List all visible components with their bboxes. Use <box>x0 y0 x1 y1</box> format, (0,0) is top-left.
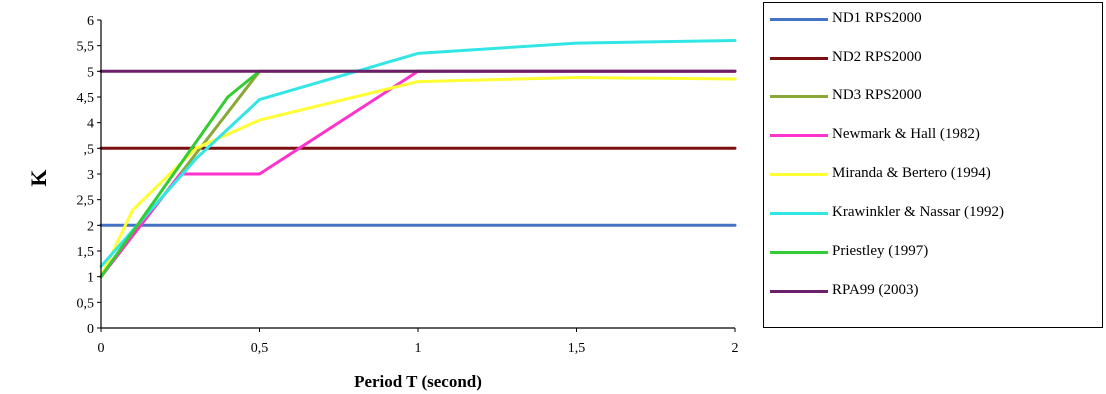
legend-swatch <box>770 95 828 98</box>
legend-label: Miranda & Bertero (1994) <box>832 165 991 181</box>
line-chart: 0 0,5 1 1,5 2 2,5 3 ,5 4 4,5 5 5,5 6 0 0,5 1 1,5 2 Period… <box>26 14 739 391</box>
x-axis-title: Period T (second) <box>354 372 482 391</box>
legend-label: RPA99 (2003) <box>832 282 919 298</box>
legend-item: Newmark & Hall (1982) <box>770 126 1100 143</box>
y-tick-label: 3 <box>87 168 94 183</box>
y-tick-label: 6 <box>87 14 94 29</box>
legend-label: Priestley (1997) <box>832 243 929 259</box>
y-tick-label: 1 <box>87 271 94 286</box>
y-tick-label: 0 <box>87 322 94 337</box>
legend-label: ND1 RPS2000 <box>832 10 922 26</box>
x-tick-label: 1,5 <box>568 341 586 356</box>
series-line-7 <box>99 69 261 279</box>
y-tick-label: 0,5 <box>77 296 95 311</box>
legend-item: ND1 RPS2000 <box>770 10 1100 27</box>
legend-label: Newmark & Hall (1982) <box>832 126 980 142</box>
series-line-4 <box>99 69 737 279</box>
legend-label: ND3 RPS2000 <box>832 87 922 103</box>
legend-item: Miranda & Bertero (1994) <box>770 165 1100 182</box>
legend-item: Priestley (1997) <box>770 243 1100 260</box>
y-tick-label: 5,5 <box>77 40 95 55</box>
legend-item: RPA99 (2003) <box>770 282 1100 299</box>
series-line-5 <box>99 76 737 279</box>
y-tick-label: 4 <box>87 117 94 132</box>
y-tick-label: ,5 <box>84 142 95 157</box>
series-layer <box>99 39 737 279</box>
legend-item: ND3 RPS2000 <box>770 87 1100 104</box>
legend-swatch <box>770 134 828 137</box>
series-line-6 <box>99 39 737 268</box>
legend-swatch <box>770 251 828 254</box>
y-tick-label: 2,5 <box>77 194 95 209</box>
legend: ND1 RPS2000 ND2 RPS2000 ND3 RPS2000 Newmark… <box>763 2 1103 328</box>
x-tick-label: 0,5 <box>251 341 269 356</box>
legend-swatch <box>770 290 828 293</box>
legend-swatch <box>770 18 828 21</box>
legend-swatch <box>770 212 828 215</box>
x-tick-label: 2 <box>732 341 739 356</box>
y-tick-label: 4,5 <box>77 91 95 106</box>
y-tick-label: 2 <box>87 219 94 234</box>
ticks-layer: 0 0,5 1 1,5 2 2,5 3 ,5 4 4,5 5 5,5 6 0 0,5 1 1,5 2 <box>77 14 739 356</box>
legend-swatch <box>770 173 828 176</box>
legend-item: Krawinkler & Nassar (1992) <box>770 204 1100 221</box>
y-tick-label: 1,5 <box>77 245 95 260</box>
x-tick-label: 1 <box>415 341 422 356</box>
legend-label: ND2 RPS2000 <box>832 49 922 65</box>
y-axis-title: K <box>26 169 51 186</box>
x-tick-label: 0 <box>98 341 105 356</box>
legend-item: ND2 RPS2000 <box>770 49 1100 66</box>
y-tick-label: 5 <box>87 65 94 80</box>
legend-label: Krawinkler & Nassar (1992) <box>832 204 1005 220</box>
legend-swatch <box>770 57 828 60</box>
